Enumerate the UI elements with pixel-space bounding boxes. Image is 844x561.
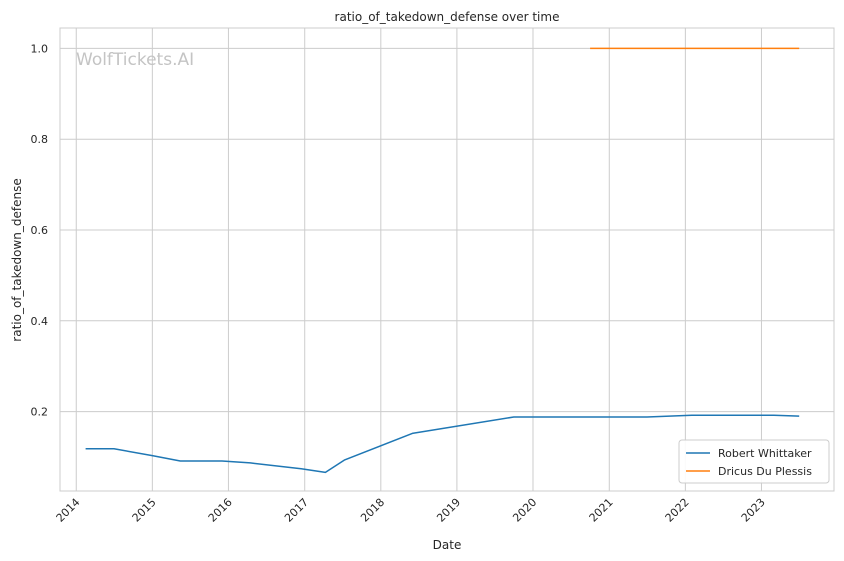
x-tick-label: 2019 [434, 496, 463, 525]
gridlines [60, 28, 834, 491]
x-tick-label: 2020 [510, 496, 539, 525]
y-axis-label: ratio_of_takedown_defense [10, 178, 24, 341]
legend: Robert Whittaker Dricus Du Plessis [678, 439, 830, 484]
chart-title: ratio_of_takedown_defense over time [335, 10, 560, 24]
y-tick-label: 0.4 [31, 315, 49, 328]
x-tick-label: 2023 [739, 496, 768, 525]
x-tick-label: 2021 [587, 496, 616, 525]
legend-label: Dricus Du Plessis [718, 465, 812, 478]
y-tick-label: 0.2 [31, 406, 49, 419]
x-tick-label: 2018 [358, 496, 387, 525]
x-tick-label: 2016 [206, 496, 235, 525]
y-tick-label: 0.6 [31, 224, 49, 237]
legend-box [678, 439, 830, 484]
series-line-1 [85, 414, 800, 474]
x-tick-label: 2015 [130, 496, 159, 525]
y-tick-label: 0.8 [31, 133, 49, 146]
watermark-text: WolfTickets.AI [76, 50, 194, 70]
x-tick-label: 2022 [663, 496, 692, 525]
x-tick-label: 2017 [282, 496, 311, 525]
y-tick-label: 1.0 [31, 42, 49, 55]
plot-area [59, 27, 835, 492]
legend-label: Robert Whittaker [718, 447, 812, 460]
x-tick-label: 2014 [54, 496, 83, 525]
x-axis-label: Date [433, 538, 462, 552]
series-lines [85, 47, 800, 474]
tick-labels: 2014 2015 2016 2017 2018 2019 2020 2021 2022 2023… [31, 42, 768, 524]
